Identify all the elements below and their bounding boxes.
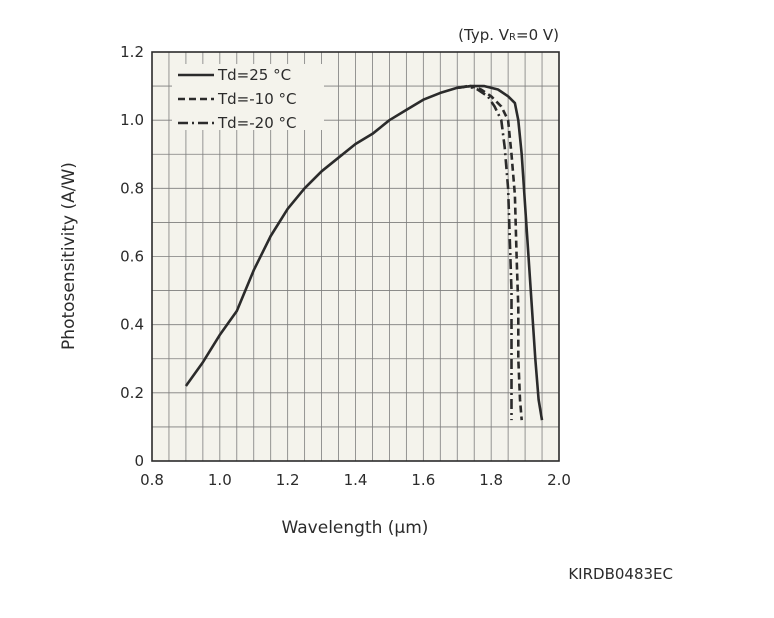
axis-ticks: 0.8 1.0 1.2 1.4 1.6 1.8 2.0 0 0.2 0.4 0.6 0.8 1.0 1.2 — [120, 43, 571, 489]
plot-frame — [151, 51, 560, 462]
y-tick-label: 1.2 — [120, 43, 144, 61]
series-line-0 — [184, 84, 544, 421]
x-tick-label: 1.8 — [479, 471, 503, 489]
x-tick-label: 1.6 — [411, 471, 435, 489]
series-line-2 — [457, 84, 513, 421]
y-tick-label: 0 — [134, 452, 144, 470]
x-tick-label: 1.2 — [276, 471, 300, 489]
y-axis-title: Photosensitivity (A/W) — [59, 162, 79, 350]
x-tick-label: 2.0 — [547, 471, 571, 489]
x-tick-label: 0.8 — [140, 471, 164, 489]
x-tick-label: 1.4 — [344, 471, 368, 489]
y-tick-label: 0.8 — [120, 179, 144, 197]
legend: Td=25 °C Td=-10 °C Td=-20 °C — [172, 64, 324, 132]
y-tick-label: 0.4 — [120, 316, 144, 334]
drawing-code-label: KIRDB0483EC — [568, 565, 673, 583]
legend-label: Td=-20 °C — [217, 114, 297, 132]
series-line-1 — [457, 84, 523, 421]
y-tick-label: 0.2 — [120, 384, 144, 402]
x-tick-label: 1.0 — [208, 471, 232, 489]
x-axis-title: Wavelength (µm) — [282, 518, 429, 538]
legend-label: Td=25 °C — [217, 66, 291, 84]
y-tick-label: 1.0 — [120, 111, 144, 129]
legend-label: Td=-10 °C — [217, 90, 297, 108]
measurement-condition: (Typ. VR=0 V) — [458, 26, 559, 44]
y-tick-label: 0.6 — [120, 248, 144, 266]
series-lines — [184, 84, 544, 421]
